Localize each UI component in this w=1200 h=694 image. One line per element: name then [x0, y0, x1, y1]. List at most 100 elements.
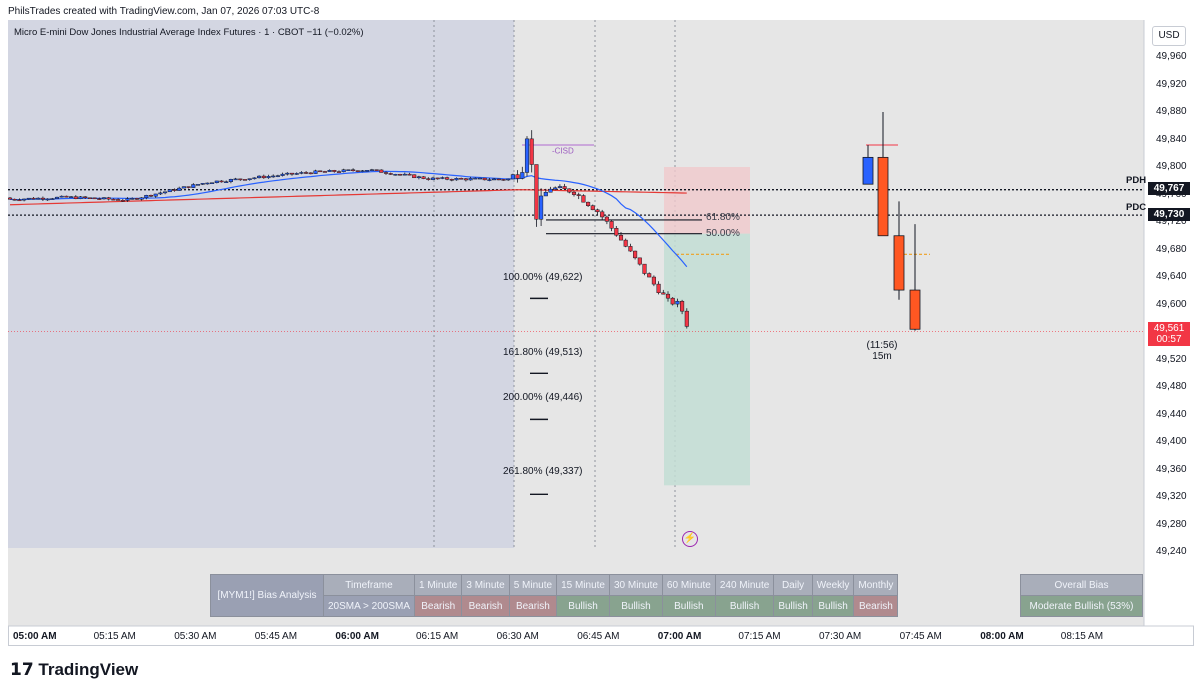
bias-240m: Bullish	[714, 595, 775, 617]
tf-5m: 5 Minute	[508, 574, 558, 596]
candle	[426, 178, 431, 180]
bar-countdown: 00:57	[1156, 334, 1182, 345]
currency-button[interactable]: USD	[1152, 26, 1186, 46]
candle	[581, 195, 586, 203]
candle	[280, 173, 285, 176]
candle	[318, 170, 323, 173]
fib-label: 261.80% (49,337)	[503, 466, 583, 477]
candle	[205, 182, 210, 185]
htf-timer: (11:56) 15m	[858, 340, 906, 362]
candle	[548, 188, 553, 193]
x-tick-label: 06:15 AM	[416, 631, 459, 642]
y-tick-label: 49,960	[1156, 51, 1187, 62]
candle	[12, 199, 17, 201]
x-tick-label: 05:15 AM	[93, 631, 136, 642]
candle	[388, 173, 393, 175]
candle	[604, 216, 609, 222]
candle	[369, 169, 374, 171]
candle	[195, 184, 201, 186]
bias-15m: Bullish	[556, 595, 610, 617]
fib-label: 50.00%	[706, 228, 740, 239]
candle	[285, 172, 290, 175]
candle	[304, 172, 309, 174]
candle	[633, 250, 638, 259]
candle	[365, 170, 370, 172]
overall-bias-header: Overall Bias	[1020, 574, 1143, 596]
candle	[618, 234, 624, 241]
candle	[50, 198, 55, 200]
tf-60m: 60 Minute	[661, 574, 716, 596]
x-tick-label: 06:00 AM	[335, 631, 379, 642]
current-price-tag: 49,561 00:57	[1148, 322, 1190, 346]
y-tick-label: 49,680	[1156, 243, 1187, 255]
candle	[322, 171, 327, 173]
candle	[383, 172, 389, 174]
candle	[31, 197, 36, 200]
candle	[8, 197, 13, 200]
candle	[520, 172, 525, 179]
candle	[524, 138, 530, 173]
tf-30m: 30 Minute	[609, 574, 663, 596]
candle	[623, 239, 628, 247]
candle	[600, 211, 605, 218]
candle	[543, 191, 548, 197]
tradingview-logo[interactable]: 𝟭𝟳 TradingView	[10, 660, 138, 680]
candle	[665, 293, 671, 299]
candle	[341, 169, 346, 173]
candle	[557, 186, 562, 189]
candle	[69, 196, 74, 198]
x-tick-label: 05:30 AM	[174, 631, 217, 642]
bias-table: [MYM1!] Bias Analysis Timeframe 1 Minute…	[210, 574, 899, 617]
candle	[590, 205, 595, 211]
htf-candle	[893, 235, 905, 291]
bias-60m: Bullish	[661, 595, 716, 617]
candle	[567, 188, 572, 193]
bias-table-title: [MYM1!] Bias Analysis	[210, 574, 324, 617]
candle	[449, 179, 454, 181]
candle	[40, 197, 45, 200]
x-tick-label: 07:45 AM	[899, 631, 942, 642]
candle	[501, 179, 506, 181]
candle	[130, 198, 135, 200]
candle	[257, 175, 262, 179]
current-price: 49,561	[1153, 323, 1185, 334]
candle	[492, 178, 497, 181]
price-chart[interactable]: -CISD	[8, 20, 1194, 646]
candle	[313, 170, 318, 174]
candle	[459, 178, 464, 180]
candle	[172, 189, 177, 191]
candle	[83, 196, 88, 199]
tf-monthly: Monthly	[853, 574, 899, 596]
bias-3m: Bearish	[461, 595, 510, 617]
candle	[289, 172, 295, 175]
candle	[412, 174, 417, 179]
flash-icon[interactable]: ⚡	[682, 531, 698, 547]
x-tick-label: 07:30 AM	[819, 631, 862, 642]
candle	[586, 201, 591, 206]
target-zone	[664, 233, 750, 486]
x-tick-label: 07:15 AM	[738, 631, 781, 642]
candle	[609, 221, 614, 229]
candle	[421, 176, 426, 179]
candle	[445, 177, 450, 180]
tradingview-brand: TradingView	[38, 660, 139, 679]
tf-1m: 1 Minute	[413, 574, 463, 596]
htf-candle	[862, 156, 874, 185]
candle	[553, 187, 558, 190]
candle	[228, 179, 233, 182]
premarket-session-shade	[8, 20, 514, 548]
candle	[571, 191, 577, 195]
x-tick-label: 08:15 AM	[1060, 631, 1104, 642]
candle	[684, 310, 689, 327]
candle	[374, 169, 379, 171]
candle	[670, 297, 675, 305]
candle	[153, 193, 158, 197]
bias-weekly: Bullish	[811, 595, 855, 617]
pdh-price-tag: 49,767	[1148, 182, 1190, 195]
candle	[92, 197, 97, 200]
candle	[266, 176, 271, 179]
symbol-title[interactable]: Micro E-mini Dow Jones Industrial Averag…	[14, 27, 364, 38]
tf-15m: 15 Minute	[556, 574, 610, 596]
candle	[167, 189, 172, 193]
candle	[177, 187, 182, 191]
